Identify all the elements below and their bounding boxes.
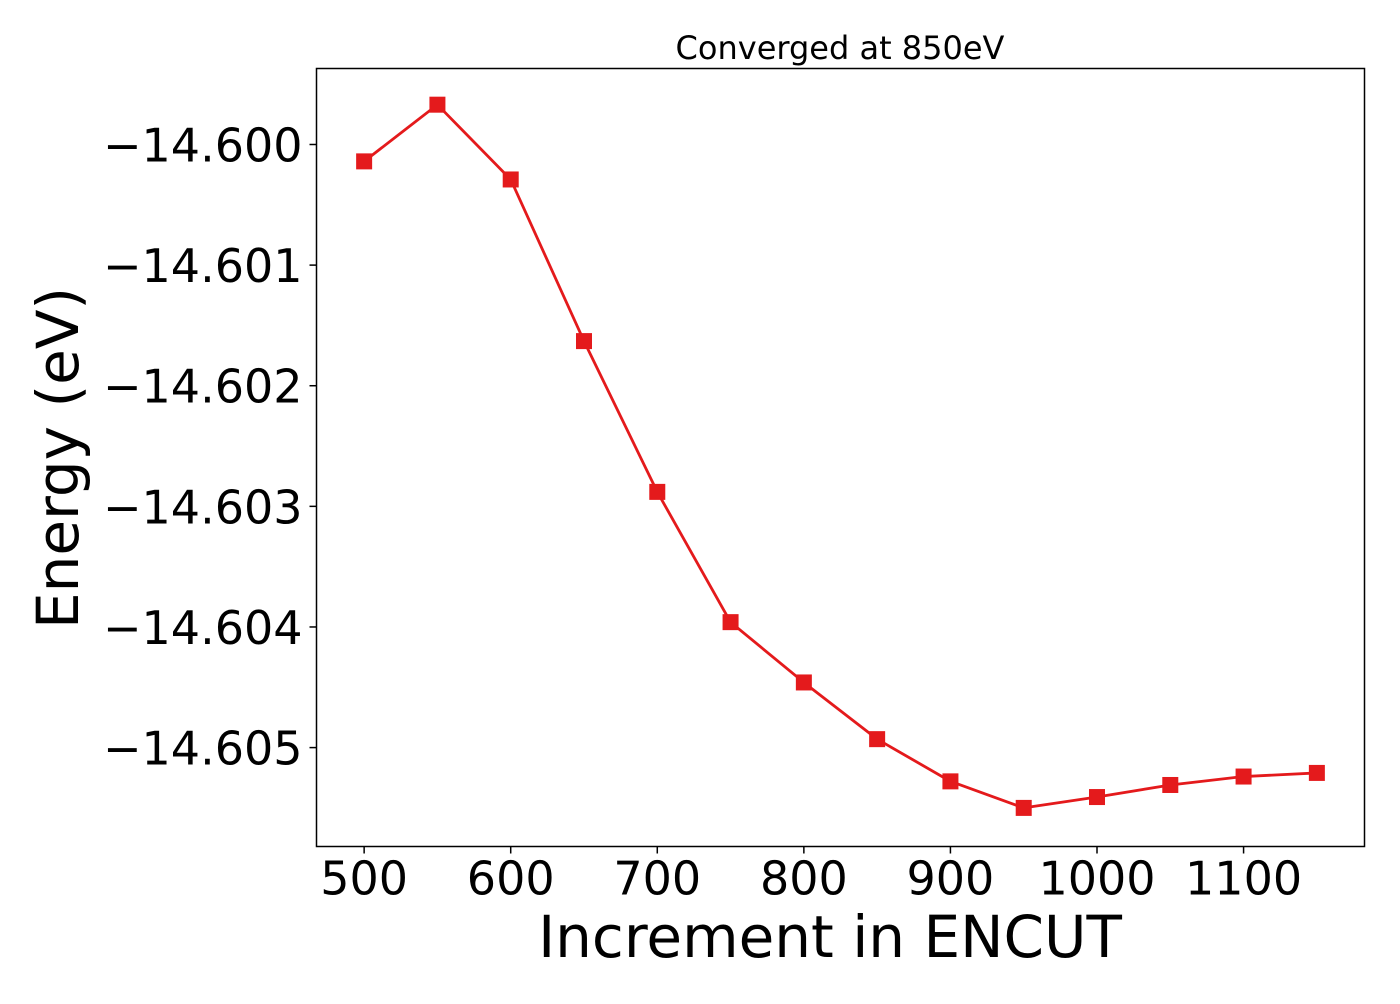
data-point-marker [429,96,446,113]
data-point-marker [502,171,519,188]
data-point-marker [356,153,373,170]
x-tick-label: 900 [907,852,995,906]
y-tick-label: −14.605 [103,722,303,776]
x-tick-label: 500 [320,852,408,906]
y-axis-title: Energy (eV) [24,287,92,629]
x-tick-label: 1000 [1038,852,1155,906]
data-point-marker [575,333,592,350]
x-tick-label: 800 [760,852,848,906]
y-axis: −14.600 −14.601 −14.602 −14.603 −14.604 −14.6… [103,118,317,776]
series-line [363,103,1317,810]
data-point-marker [722,614,739,631]
y-tick-label: −14.603 [103,480,303,534]
x-axis-title: Increment in ENCUT [538,903,1122,971]
data-point-marker [649,483,666,500]
data-point-marker [942,773,959,790]
y-tick-label: −14.600 [103,118,303,172]
y-tick-label: −14.604 [103,601,303,655]
data-point-marker [1162,776,1179,793]
series-layer [356,96,1325,816]
data-point-marker [1308,764,1325,781]
data-point-marker [1089,789,1106,806]
x-tick-label: 700 [613,852,701,906]
y-tick-label: −14.601 [103,239,303,293]
x-tick-label: 1100 [1185,852,1302,906]
data-point-marker [795,674,812,691]
y-tick-label: −14.602 [103,360,303,414]
data-point-marker [1235,768,1252,785]
data-point-marker [869,731,886,748]
x-axis: 500 600 700 800 900 1000 1100 [320,846,1302,906]
plot-area [315,67,1366,848]
data-point-marker [1015,799,1032,816]
chart-title: Converged at 850eV [676,29,1005,67]
x-tick-label: 600 [467,852,555,906]
